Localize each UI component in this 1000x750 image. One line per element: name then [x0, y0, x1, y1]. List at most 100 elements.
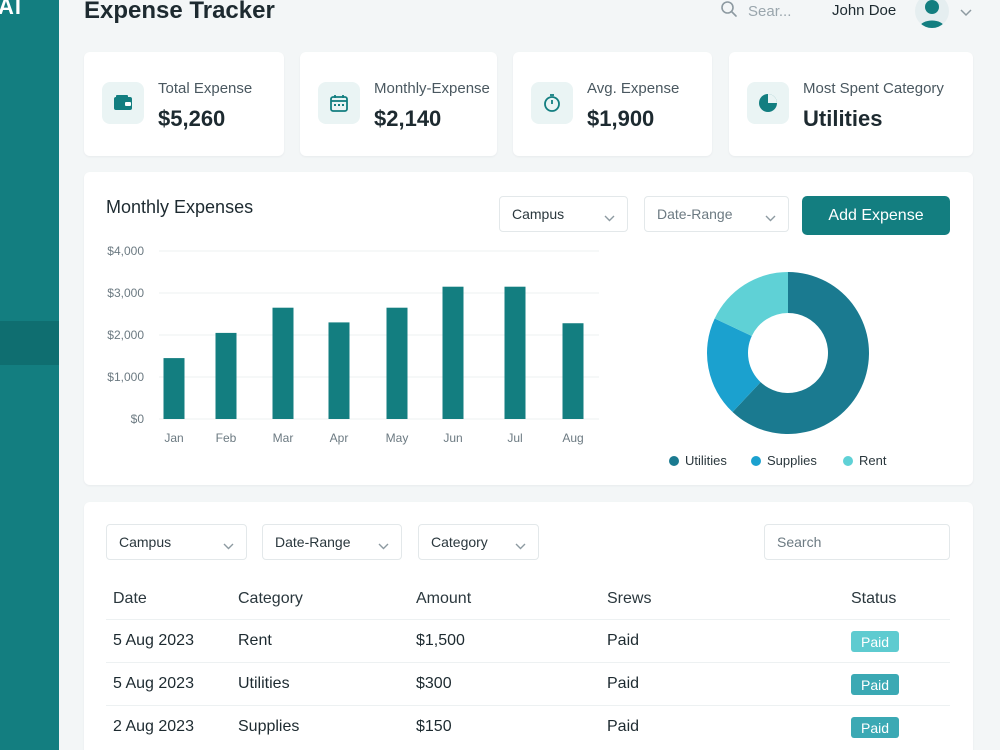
stat-value: $1,900 [587, 106, 655, 131]
cell-category: Supplies [238, 718, 300, 735]
cell-date: 5 Aug 2023 [113, 632, 194, 649]
bar-jun[interactable] [442, 286, 464, 419]
sidebar: AI [0, 0, 59, 750]
legend-dot [669, 455, 679, 466]
legend-dot [843, 455, 853, 466]
legend-supplies: Supplies [751, 453, 817, 468]
table-campus-select[interactable]: Campus [106, 524, 247, 560]
column-header-status[interactable]: Status [851, 590, 897, 607]
chevron-down-icon [223, 537, 234, 553]
y-tick-label: $3,000 [107, 286, 144, 300]
cell-category: Rent [238, 632, 272, 649]
stat-value: Utilities [803, 106, 883, 131]
legend-label: Rent [859, 453, 887, 468]
user-name[interactable]: John Doe [832, 2, 897, 19]
bar-jul[interactable] [504, 286, 526, 419]
search-icon [720, 0, 738, 22]
legend-label: Utilities [685, 453, 727, 468]
bar-apr[interactable] [328, 322, 350, 419]
stat-card-monthly: Monthly-Expense $2,140 [300, 52, 497, 156]
campus-select-value: Campus [512, 206, 565, 222]
monthly-expenses-card: Monthly Expenses Campus Date-Range Add E… [84, 172, 973, 485]
column-header-category[interactable]: Category [238, 590, 303, 607]
cell-date: 2 Aug 2023 [113, 718, 194, 735]
avatar[interactable] [915, 0, 949, 28]
stat-value: $2,140 [374, 106, 442, 131]
stat-card-average: Avg. Expense $1,900 [513, 52, 712, 156]
legend-rent: Rent [843, 453, 886, 468]
bar-chart: $0 $1,000 $2,000 $3,000 $4,000 Jan Feb Mar Apr Ma… [107, 244, 599, 445]
cell-srews: Paid [607, 675, 640, 692]
chart-title: Monthly Expenses [106, 197, 254, 217]
page-title: Expense Tracker [84, 0, 275, 24]
bar-jan[interactable] [163, 358, 185, 419]
stat-card-total: Total Expense $5,260 [84, 52, 284, 156]
x-tick-label: Feb [216, 431, 237, 445]
chevron-down-icon [378, 537, 389, 553]
stat-label: Monthly-Expense [374, 80, 490, 97]
cell-category: Utilities [238, 675, 290, 692]
x-tick-label: Jul [507, 431, 522, 445]
bar-aug[interactable] [562, 323, 584, 419]
date-range-select-value: Date-Range [657, 206, 733, 222]
table-date-range-select-value: Date-Range [275, 534, 351, 550]
table-row[interactable]: 5 Aug 2023 Rent $1,500 Paid Paid [106, 619, 950, 662]
header-search[interactable]: Sear... [720, 0, 791, 22]
cell-srews: Paid [607, 632, 640, 649]
chevron-down-icon[interactable] [960, 4, 972, 22]
table-row[interactable]: 2 Aug 2023 Supplies $150 Paid Paid [106, 705, 950, 748]
x-tick-label: Jan [164, 431, 183, 445]
legend-dot [751, 455, 761, 466]
table-campus-select-value: Campus [119, 534, 172, 550]
stat-label: Total Expense [158, 80, 253, 97]
stat-card-top-category: Most Spent Category Utilities [729, 52, 973, 156]
donut-slice-utilities[interactable] [732, 272, 869, 434]
column-header-srews[interactable]: Srews [607, 590, 652, 607]
column-header-amount[interactable]: Amount [416, 590, 472, 607]
x-tick-label: Apr [330, 431, 349, 445]
table-search-input[interactable]: Search [764, 524, 950, 560]
x-tick-label: Aug [562, 431, 583, 445]
table-date-range-select[interactable]: Date-Range [262, 524, 402, 560]
cell-amount: $300 [416, 675, 452, 692]
wallet-icon [102, 82, 144, 124]
x-tick-label: Jun [443, 431, 462, 445]
y-tick-label: $2,000 [107, 328, 144, 342]
bar-mar[interactable] [272, 307, 294, 419]
cell-srews: Paid [607, 718, 640, 735]
y-tick-label: $4,000 [107, 244, 144, 258]
y-tick-label: $1,000 [107, 370, 144, 384]
campus-select[interactable]: Campus [499, 196, 628, 232]
table-category-select[interactable]: Category [418, 524, 539, 560]
stopwatch-icon [531, 82, 573, 124]
bar-feb[interactable] [215, 332, 237, 419]
sidebar-item-active[interactable] [0, 321, 59, 365]
pie-chart-icon [747, 82, 789, 124]
cell-date: 5 Aug 2023 [113, 675, 194, 692]
status-badge: Paid [851, 717, 899, 738]
stat-label: Avg. Expense [587, 80, 680, 97]
column-header-date[interactable]: Date [113, 590, 147, 607]
stat-value: $5,260 [158, 106, 226, 131]
cell-amount: $150 [416, 718, 452, 735]
donut-slice-rent[interactable] [714, 272, 788, 336]
chevron-down-icon [604, 209, 615, 225]
legend-label: Supplies [767, 453, 817, 468]
stat-label: Most Spent Category [803, 80, 944, 97]
legend-utilities: Utilities [669, 453, 727, 468]
brand-logo[interactable]: AI [0, 0, 22, 19]
cell-amount: $1,500 [416, 632, 465, 649]
add-expense-button[interactable]: Add Expense [802, 196, 950, 235]
expenses-table-card: Campus Date-Range Category Search Date C… [84, 502, 973, 750]
date-range-select[interactable]: Date-Range [644, 196, 789, 232]
bar-may[interactable] [386, 307, 408, 419]
table-search-placeholder: Search [777, 534, 822, 550]
chevron-down-icon [765, 209, 776, 225]
donut-chart [707, 272, 869, 434]
x-tick-label: Mar [273, 431, 294, 445]
table-row[interactable]: 5 Aug 2023 Utilities $300 Paid Paid [106, 662, 950, 705]
search-input[interactable]: Sear... [748, 2, 792, 20]
donut-slice-supplies[interactable] [707, 318, 761, 413]
y-tick-label: $0 [131, 412, 145, 426]
chevron-down-icon [515, 537, 526, 553]
